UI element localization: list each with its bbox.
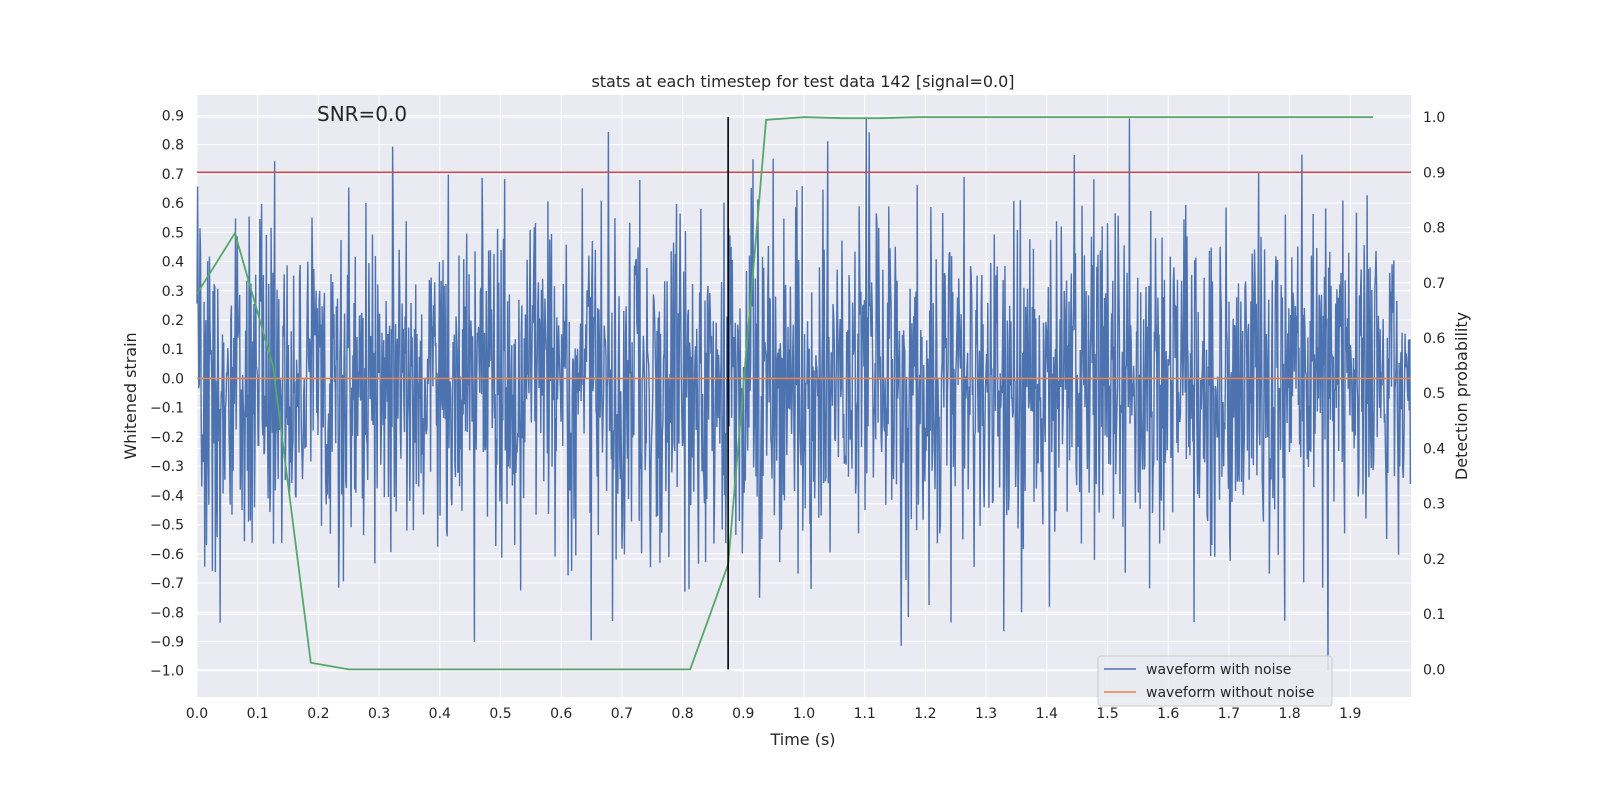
x-tick-label: 0.4	[429, 706, 451, 722]
x-axis-label: Time (s)	[769, 730, 835, 749]
x-tick-label: 1.0	[793, 706, 815, 722]
x-tick-label: 0.8	[671, 706, 693, 722]
y-right-tick-label: 0.1	[1423, 607, 1445, 623]
snr-annotation: SNR=0.0	[317, 102, 407, 126]
y-left-tick-label: 0.1	[162, 342, 184, 358]
y-right-tick-label: 1.0	[1423, 110, 1445, 126]
y-right-tick-label: 0.8	[1423, 221, 1445, 237]
y-right-tick-label: 0.2	[1423, 552, 1445, 568]
y-right-tick-label: 0.4	[1423, 441, 1445, 457]
x-tick-label: 0.2	[307, 706, 329, 722]
x-tick-label: 0.5	[489, 706, 511, 722]
y-right-axis-ticks: 1.0 0.9 0.8 0.7 0.6 0.5 0.4 0.3 0.2 0.1 0.0	[1423, 110, 1445, 678]
x-tick-label: 0.6	[550, 706, 572, 722]
x-tick-label: 0.1	[247, 706, 269, 722]
y-left-tick-label: 0.8	[162, 138, 184, 154]
x-tick-label: 1.4	[1036, 706, 1058, 722]
y-left-tick-label: −0.9	[150, 634, 184, 650]
x-tick-label: 1.2	[914, 706, 936, 722]
y-left-tick-label: −0.2	[150, 430, 184, 446]
y-left-tick-label: 0.0	[162, 371, 184, 387]
legend: waveform with noise waveform without noi…	[1098, 656, 1332, 706]
chart-title: stats at each timestep for test data 142…	[591, 72, 1014, 91]
y-left-tick-label: −0.8	[150, 605, 184, 621]
x-tick-label: 1.6	[1157, 706, 1179, 722]
y-left-axis-ticks: 0.9 0.8 0.7 0.6 0.5 0.4 0.3 0.2 0.1 0.0 −0.1 −0.2 −0…	[150, 108, 184, 679]
x-tick-label: 1.7	[1218, 706, 1240, 722]
y-right-tick-label: 0.0	[1423, 662, 1445, 678]
x-tick-label: 1.3	[975, 706, 997, 722]
y-right-tick-label: 0.7	[1423, 276, 1445, 292]
y-left-tick-label: −0.5	[150, 518, 184, 534]
y-left-tick-label: −0.3	[150, 459, 184, 475]
x-tick-label: 0.3	[368, 706, 390, 722]
y-left-tick-label: 0.5	[162, 225, 184, 241]
y-left-tick-label: −0.6	[150, 547, 184, 563]
y-right-tick-label: 0.6	[1423, 331, 1445, 347]
y-left-tick-label: −1.0	[150, 664, 184, 680]
y-left-tick-label: −0.1	[150, 401, 184, 417]
y-left-tick-label: 0.4	[162, 255, 184, 271]
y-left-tick-label: 0.9	[162, 108, 184, 124]
y-left-tick-label: 0.3	[162, 284, 184, 300]
y-right-axis-label: Detection probability	[1452, 312, 1471, 480]
x-axis-ticks: 0.0 0.1 0.2 0.3 0.4 0.5 0.6 0.7 0.8 0.9 1.0 1.1 1.2 1…	[186, 706, 1362, 722]
y-left-tick-label: 0.6	[162, 196, 184, 212]
x-tick-label: 1.1	[854, 706, 876, 722]
legend-label-clean: waveform without noise	[1146, 685, 1314, 701]
x-tick-label: 0.7	[611, 706, 633, 722]
y-right-tick-label: 0.3	[1423, 497, 1445, 513]
y-left-axis-label: Whitened strain	[121, 332, 140, 459]
y-right-tick-label: 0.9	[1423, 165, 1445, 181]
x-tick-label: 0.9	[732, 706, 754, 722]
y-left-tick-label: 0.7	[162, 167, 184, 183]
x-tick-label: 1.5	[1096, 706, 1118, 722]
y-right-tick-label: 0.5	[1423, 386, 1445, 402]
y-left-tick-label: −0.7	[150, 576, 184, 592]
x-tick-label: 0.0	[186, 706, 208, 722]
x-tick-label: 1.9	[1339, 706, 1361, 722]
y-left-tick-label: 0.2	[162, 313, 184, 329]
legend-label-noise: waveform with noise	[1146, 662, 1291, 678]
x-tick-label: 1.8	[1278, 706, 1300, 722]
y-left-tick-label: −0.4	[150, 488, 184, 504]
chart: 0.0 0.1 0.2 0.3 0.4 0.5 0.6 0.7 0.8 0.9 1.0 1.1 1.2 1…	[0, 0, 1600, 800]
